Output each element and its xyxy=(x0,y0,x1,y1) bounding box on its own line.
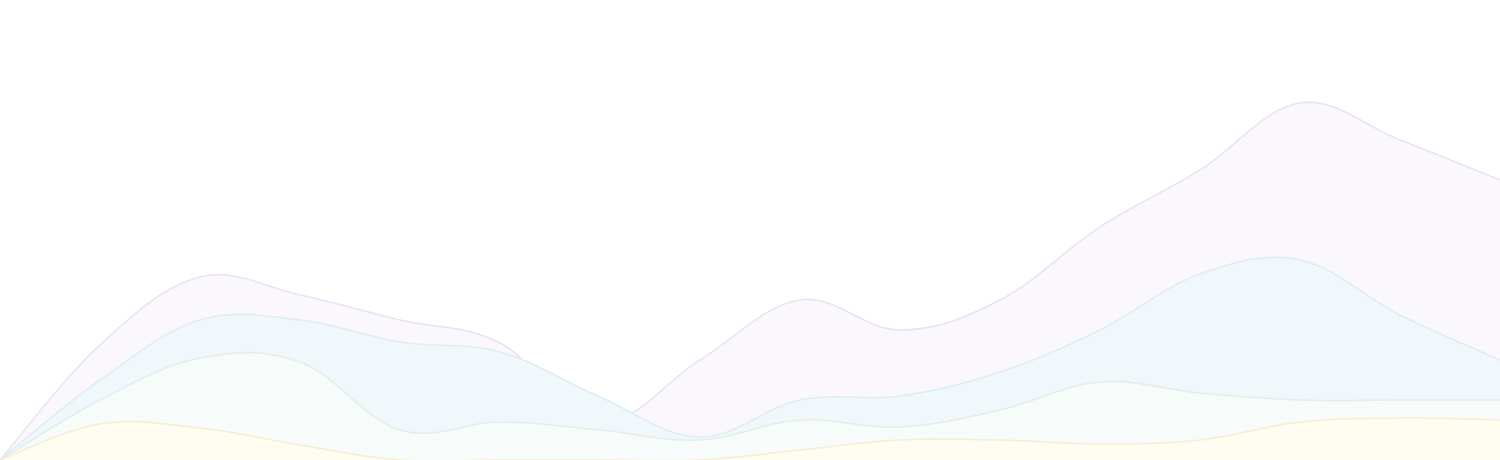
area-series-3-line xyxy=(0,351,1500,460)
area-series-3 xyxy=(0,352,1500,460)
area-series-2-line xyxy=(0,256,1500,460)
area-series-4 xyxy=(0,417,1500,460)
area-series-4-line xyxy=(0,417,1500,460)
area-series-1-line xyxy=(0,101,1500,460)
